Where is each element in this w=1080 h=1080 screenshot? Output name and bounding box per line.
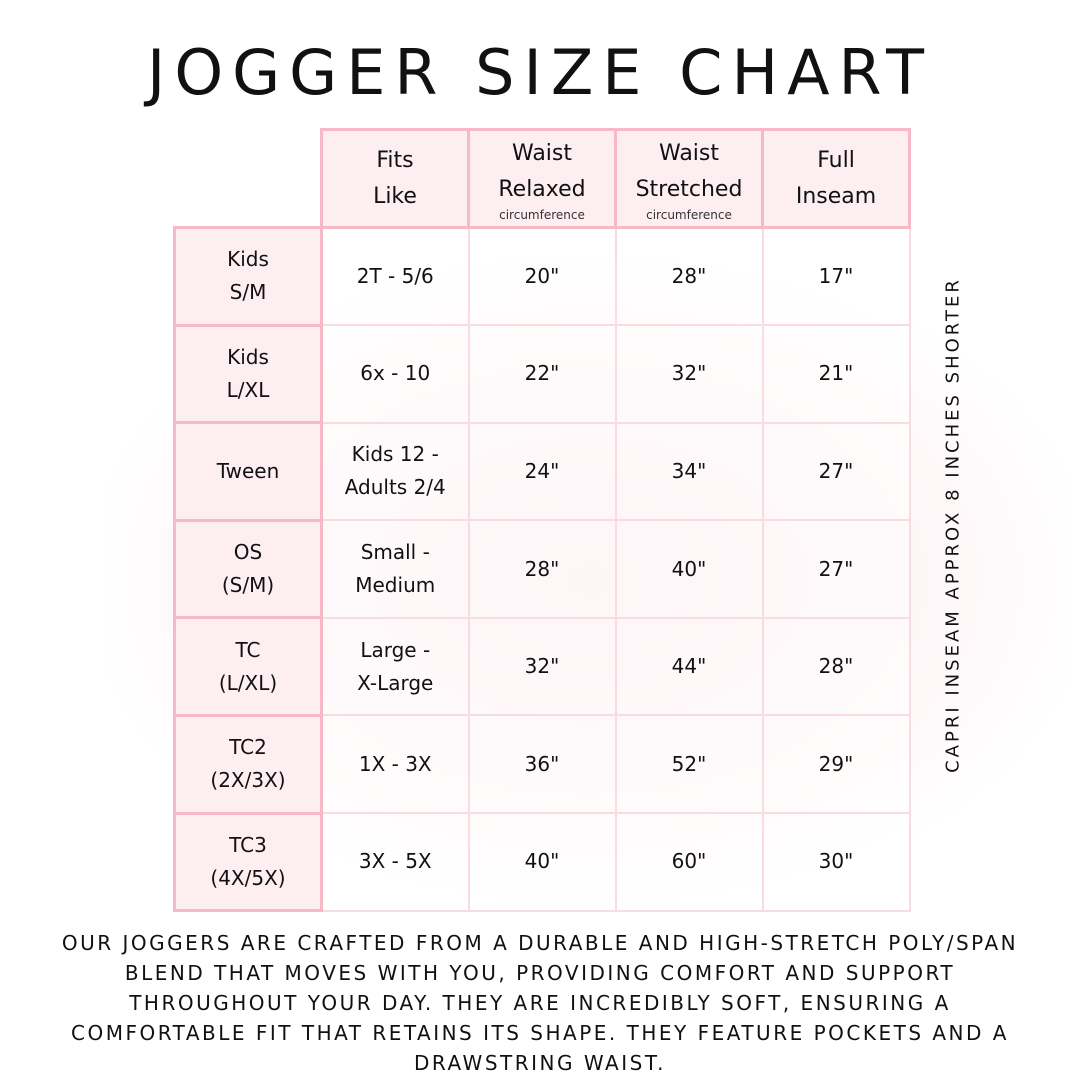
inseam-cell: 21" xyxy=(761,324,911,424)
waist-stretched-cell: 40" xyxy=(614,519,764,619)
header-label: Full Inseam xyxy=(795,147,877,209)
waist-stretched-cell: 44" xyxy=(614,616,764,717)
fits-like-cell: Large - X-Large xyxy=(320,616,470,717)
description: Our joggers are crafted from a durable a… xyxy=(61,931,1019,1075)
waist-stretched-cell: 28" xyxy=(614,226,764,327)
size-cell: TC2 (2X/3X) xyxy=(173,713,323,815)
waist-relaxed-cell: 40" xyxy=(467,812,617,912)
header-label: Waist Stretched xyxy=(635,140,743,202)
waist-stretched-cell: 34" xyxy=(614,421,764,522)
size-cell: Tween xyxy=(173,421,323,522)
waist-relaxed-cell: 36" xyxy=(467,714,617,815)
waist-stretched-cell: 52" xyxy=(614,714,764,815)
header-sublabel: circumference xyxy=(646,207,732,222)
waist-relaxed-cell: 28" xyxy=(467,519,617,619)
fits-like-cell: Kids 12 - Adults 2/4 xyxy=(320,421,470,522)
header-label: Waist Relaxed xyxy=(498,140,586,202)
inseam-cell: 30" xyxy=(761,812,911,912)
size-cell: TC (L/XL) xyxy=(173,616,323,717)
size-cell: Kids S/M xyxy=(173,226,323,327)
table-row: Kids S/M 2T - 5/6 20" 28" 17" xyxy=(173,226,911,327)
header-waist-relaxed: Waist Relaxed circumference xyxy=(467,128,617,229)
waist-relaxed-cell: 24" xyxy=(467,421,617,522)
capri-note: CAPRI INSEAM APPROX 8 INCHES SHORTER xyxy=(942,277,964,773)
inseam-cell: 17" xyxy=(761,226,911,327)
waist-relaxed-cell: 22" xyxy=(467,324,617,424)
inseam-cell: 29" xyxy=(761,714,911,815)
table-row: TC (L/XL) Large - X-Large 32" 44" 28" xyxy=(173,616,911,717)
waist-stretched-cell: 32" xyxy=(614,324,764,424)
inseam-cell: 27" xyxy=(761,519,911,619)
table-row: Tween Kids 12 - Adults 2/4 24" 34" 27" xyxy=(173,421,911,522)
empty-corner xyxy=(175,130,322,228)
header-waist-stretched: Waist Stretched circumference xyxy=(614,128,764,229)
fits-like-cell: 3X - 5X xyxy=(320,812,470,912)
inseam-cell: 27" xyxy=(761,421,911,522)
header-full-inseam: Full Inseam xyxy=(761,128,911,229)
table-row: Kids L/XL 6x - 10 22" 32" 21" xyxy=(173,323,911,425)
header-row: Fits Like Waist Relaxed circumference Wai… xyxy=(175,128,911,229)
fits-like-cell: 6x - 10 xyxy=(320,324,470,424)
table-row: OS (S/M) Small - Medium 28" 40" 27" xyxy=(173,518,911,620)
size-cell: Kids L/XL xyxy=(173,323,323,425)
size-cell: TC3 (4X/5X) xyxy=(173,811,323,913)
page-title: JOGGER SIZE CHART xyxy=(147,36,933,109)
inseam-cell: 28" xyxy=(761,616,911,717)
fits-like-cell: 2T - 5/6 xyxy=(320,226,470,327)
header-fits-like: Fits Like xyxy=(320,128,470,229)
waist-stretched-cell: 60" xyxy=(614,812,764,912)
table-row: TC3 (4X/5X) 3X - 5X 40" 60" 30" xyxy=(173,811,911,913)
fits-like-cell: 1X - 3X xyxy=(320,714,470,815)
header-sublabel: circumference xyxy=(499,207,585,222)
size-table: Fits Like Waist Relaxed circumference Wai… xyxy=(173,128,911,913)
waist-relaxed-cell: 32" xyxy=(467,616,617,717)
header-label: Fits Like xyxy=(373,147,417,209)
waist-relaxed-cell: 20" xyxy=(467,226,617,327)
size-cell: OS (S/M) xyxy=(173,518,323,620)
table-row: TC2 (2X/3X) 1X - 3X 36" 52" 29" xyxy=(173,713,911,815)
fits-like-cell: Small - Medium xyxy=(320,519,470,619)
